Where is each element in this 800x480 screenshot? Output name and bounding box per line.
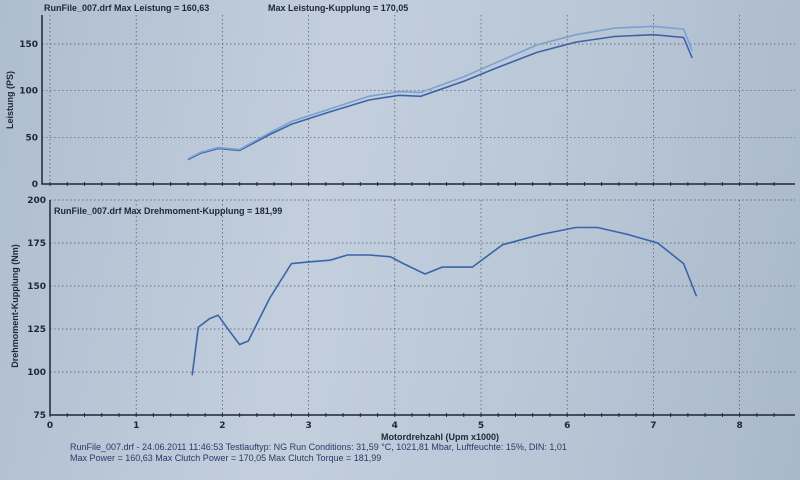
footer-max-values: Max Power = 160,63 Max Clutch Power = 17… [70, 453, 381, 463]
power-title: RunFile_007.drf Max Leistung = 160,63 [44, 3, 209, 13]
x-tick-label: 4 [392, 421, 398, 431]
y-tick-label: 150 [27, 282, 46, 292]
y-tick-label: 75 [33, 411, 46, 421]
series-line-1 [191, 226, 698, 376]
power-y-label: Leistung (PS) [5, 71, 15, 129]
footer-run-info: RunFile_007.drf - 24.06.2011 11:46:53 Te… [70, 442, 567, 452]
y-tick-label: 100 [27, 368, 46, 378]
y-tick-label: 50 [25, 133, 38, 143]
x-tick-label: 2 [219, 421, 225, 431]
torque-title: RunFile_007.drf Max Drehmoment-Kupplung … [54, 206, 282, 216]
y-tick-label: 0 [32, 180, 38, 190]
axis [41, 15, 795, 185]
series-line-2 [187, 25, 693, 160]
power-chart: RunFile_007.drf Max Leistung = 160,63 Ma… [5, 3, 795, 190]
x-tick-label: 3 [305, 421, 311, 431]
x-tick-label: 7 [650, 421, 656, 431]
y-tick-label: 200 [27, 196, 46, 206]
y-tick-label: 175 [27, 239, 46, 249]
y-tick-label: 125 [27, 325, 46, 335]
axis [49, 200, 795, 416]
x-tick-label: 1 [133, 421, 139, 431]
x-axis-label: Motordrehzahl (Upm x1000) [381, 432, 499, 442]
torque-chart: RunFile_007.drf Max Drehmoment-Kupplung … [10, 196, 795, 442]
x-tick-label: 0 [47, 421, 53, 431]
series-line-1 [187, 33, 693, 161]
y-tick-label: 100 [19, 87, 38, 97]
x-tick-label: 5 [478, 421, 484, 431]
y-tick-label: 150 [19, 40, 38, 50]
x-tick-label: 8 [736, 421, 742, 431]
torque-y-label: Drehmoment-Kupplung (Nm) [10, 244, 20, 368]
x-tick-label: 6 [564, 421, 570, 431]
power-subtitle: Max Leistung-Kupplung = 170,05 [268, 3, 408, 13]
